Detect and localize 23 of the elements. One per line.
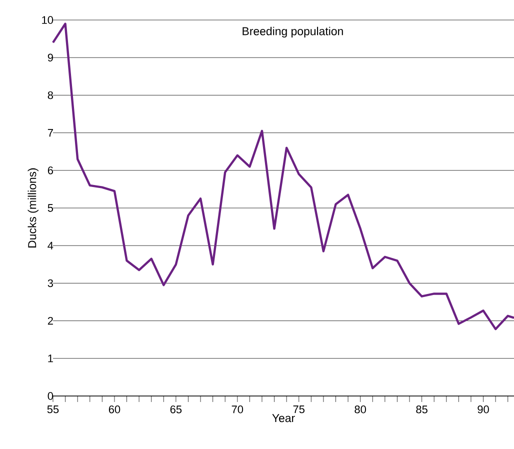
y-tick-label: 3 <box>48 279 53 288</box>
x-tick-label: 65 <box>170 406 182 414</box>
text: Breeding population <box>242 26 343 38</box>
x-tick-label: 90 <box>478 406 489 414</box>
y-axis-title: Ducks (millions) <box>28 168 38 248</box>
x-tick-label: 70 <box>232 406 244 414</box>
y-tick-label: 7 <box>48 129 53 137</box>
x-tick-label: 75 <box>293 406 304 414</box>
x-tick-label: 80 <box>354 406 366 414</box>
y-tick-label: 1 <box>48 354 53 362</box>
y-tick-label: 5 <box>48 204 54 212</box>
x-tick-label: 55 <box>47 406 59 414</box>
x-tick-label: 85 <box>416 406 428 414</box>
y-tick-label: 10 <box>42 16 54 24</box>
y-tick-label: 2 <box>48 316 53 325</box>
y-tick-label: 6 <box>48 166 53 174</box>
y-tick-label: 4 <box>48 242 54 250</box>
x-tick-label: 60 <box>108 406 120 414</box>
y-tick-label: 8 <box>48 91 53 100</box>
y-tick-label: 0 <box>48 392 54 400</box>
y-tick-label: 9 <box>48 54 53 62</box>
line-series <box>52 22 514 330</box>
x-axis-title: Year <box>272 414 295 422</box>
